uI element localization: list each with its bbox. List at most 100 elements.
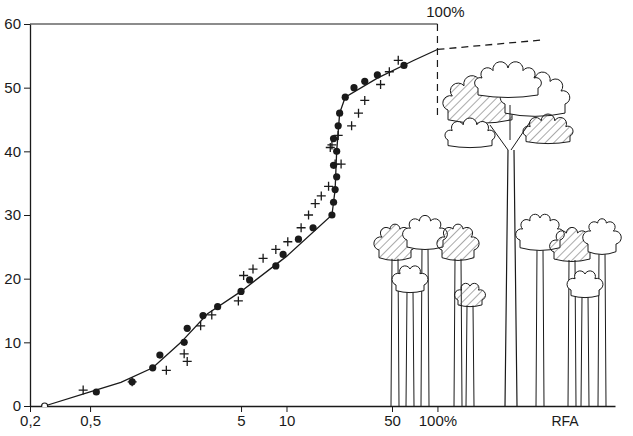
point-dot [237,288,244,295]
tree-trunk [421,248,422,406]
point-dot [330,199,337,206]
tree-trunk [536,249,537,406]
y-tick: 0 [13,397,30,414]
point-dot [350,84,357,91]
point-cross [334,131,343,140]
x-tick-label: 100% [419,412,457,429]
plot-area [30,24,543,407]
point-dot [309,224,316,231]
point-cross [354,109,363,118]
y-tick-label: 10 [4,334,21,351]
tree-crown [475,62,542,98]
point-cross [317,191,326,200]
tree-trunk [461,259,462,406]
point-cross [324,182,333,191]
point-cross [234,296,243,305]
tree-crown [583,219,622,255]
y-tick: 60 [4,15,30,32]
tree-trunk [428,248,429,406]
x-tick: 100% [419,406,457,429]
x-tick: 5 [237,406,245,429]
tree-trunk [605,253,606,406]
y-tick: 50 [4,79,30,96]
tree-crown [523,114,573,144]
point-cross [271,245,280,254]
point-cross [327,140,336,149]
point-dot [342,94,349,101]
point-cross [394,56,403,65]
x-axis-title: RFA [551,413,579,429]
reference-line [30,23,437,24]
forest-drawing [374,62,621,406]
tree-trunk [466,306,467,406]
tree-trunk [505,150,517,406]
y-tick: 10 [4,334,30,351]
chart: 0,20,551050100%0102030405060RFA100% [0,0,633,436]
point-cross [248,265,257,274]
point-cross [385,67,394,76]
tree-trunk [598,253,599,406]
tree-trunk [454,259,455,406]
point-dot [335,122,342,129]
x-tick-label: 0,5 [80,412,101,429]
point-cross [337,160,346,169]
point-dot [330,162,337,169]
point-dot [333,148,340,155]
point-dot [333,173,340,180]
point-dot [272,262,279,269]
x-tick-label: 10 [279,412,296,429]
y-axis: 0 10 20 30 40 50 60 [4,15,30,414]
x-tick: 0,2 [20,406,41,429]
y-tick-label: 60 [4,15,21,32]
point-cross [239,271,248,280]
point-cross [360,96,369,105]
point-dot [181,339,188,346]
y-tick-mark [24,279,30,280]
y-axis-line [30,25,31,407]
point-open-circle [42,403,48,407]
series-line [45,49,438,406]
point-cross [207,310,216,319]
x-tick: 10 [279,406,296,429]
y-tick: 20 [4,270,30,287]
tree-crown [455,283,486,306]
tree-crown [567,271,603,298]
point-cross [183,357,192,366]
point-dot [184,325,191,332]
point-dot [361,78,368,85]
point-cross [259,254,268,263]
point-dot [332,186,339,193]
y-tick-mark [24,151,30,152]
point-dot [295,236,302,243]
point-dot [400,62,407,69]
x-axis-line [31,406,616,407]
point-dot [129,378,136,385]
x-tick-label: 50 [384,412,401,429]
x-tick-label: 5 [237,412,245,429]
y-tick: 30 [4,206,30,223]
point-dot [336,110,343,117]
y-tick-label: 20 [4,270,21,287]
point-cross [128,377,137,386]
point-cross [79,386,88,395]
tree-trunk [413,291,414,406]
y-tick-mark [24,215,30,216]
x-tick: 0,5 [80,406,101,429]
point-dot [214,303,221,310]
point-dot [156,351,163,358]
y-tick: 40 [4,143,30,160]
y-tick-label: 40 [4,143,21,160]
point-dot [328,211,335,218]
point-cross [283,237,292,246]
x-tick-label: 0,2 [20,412,41,429]
point-cross [311,199,320,208]
tree-trunk [588,296,589,406]
series-line [437,40,543,50]
y-tick-mark [24,406,30,407]
y-tick-mark [24,342,30,343]
tree-crown [392,266,428,293]
point-cross [297,223,306,232]
point-dot [246,276,253,283]
point-dot [374,71,381,78]
point-dot [199,312,206,319]
